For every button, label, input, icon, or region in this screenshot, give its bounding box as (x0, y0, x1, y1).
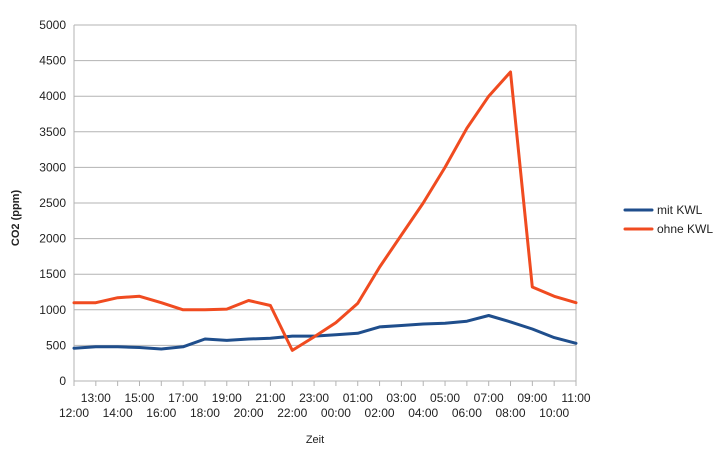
x-tick-label: 04:00 (408, 406, 438, 420)
y-tick-label: 500 (46, 338, 66, 352)
series-line-1 (72, 70, 578, 352)
x-tick-label: 00:00 (321, 406, 351, 420)
x-tick-label: 05:00 (430, 391, 460, 405)
legend-label-1: ohne KWL (657, 222, 713, 236)
y-tick-label: 1500 (39, 267, 66, 281)
x-tick-label: 17:00 (168, 391, 198, 405)
axes (73, 25, 577, 386)
y-axis-title: CO2 (ppm) (10, 190, 22, 247)
x-tick-label: 09:00 (517, 391, 547, 405)
x-tick-label: 14:00 (103, 406, 133, 420)
gridlines (74, 24, 576, 382)
series-lines (72, 70, 578, 352)
y-tick-labels: 0 500 1000 1500 2000 2500 3000 3500 4000 4500 5000 (39, 18, 66, 388)
x-axis-title: Zeit (306, 434, 324, 446)
x-tick-label: 03:00 (386, 391, 416, 405)
x-tick-label: 18:00 (190, 406, 220, 420)
y-tick-label: 5000 (39, 18, 66, 32)
x-tick-label: 23:00 (299, 391, 329, 405)
x-tick-label: 08:00 (496, 406, 526, 420)
y-tick-label: 2000 (39, 232, 66, 246)
x-tick-label: 11:00 (561, 391, 590, 405)
x-tick-labels: 12:0013:0014:0015:0016:0017:0018:0019:00… (59, 391, 591, 420)
y-tick-label: 3000 (39, 160, 66, 174)
y-tick-label: 1000 (39, 303, 66, 317)
x-tick-label: 06:00 (452, 406, 482, 420)
y-tick-label: 4500 (39, 54, 66, 68)
x-tick-label: 01:00 (343, 391, 373, 405)
x-tick-label: 13:00 (81, 391, 111, 405)
x-tick-label: 16:00 (146, 406, 176, 420)
legend-label-0: mit KWL (657, 203, 703, 217)
x-tick-label: 19:00 (212, 391, 242, 405)
x-tick-label: 22:00 (277, 406, 307, 420)
legend: mit KWL ohne KWL (623, 203, 713, 236)
x-tick-label: 02:00 (365, 406, 395, 420)
series-line-0 (72, 314, 578, 351)
x-tick-label: 12:00 (59, 406, 89, 420)
x-tick-label: 15:00 (124, 391, 154, 405)
y-tick-label: 0 (59, 374, 66, 388)
y-tick-label: 3500 (39, 125, 66, 139)
y-tick-label: 2500 (39, 196, 66, 210)
x-tick-label: 21:00 (255, 391, 285, 405)
y-tick-label: 4000 (39, 89, 66, 103)
x-tick-label: 10:00 (539, 406, 569, 420)
x-tick-label: 20:00 (234, 406, 264, 420)
x-tick-label: 07:00 (474, 391, 504, 405)
